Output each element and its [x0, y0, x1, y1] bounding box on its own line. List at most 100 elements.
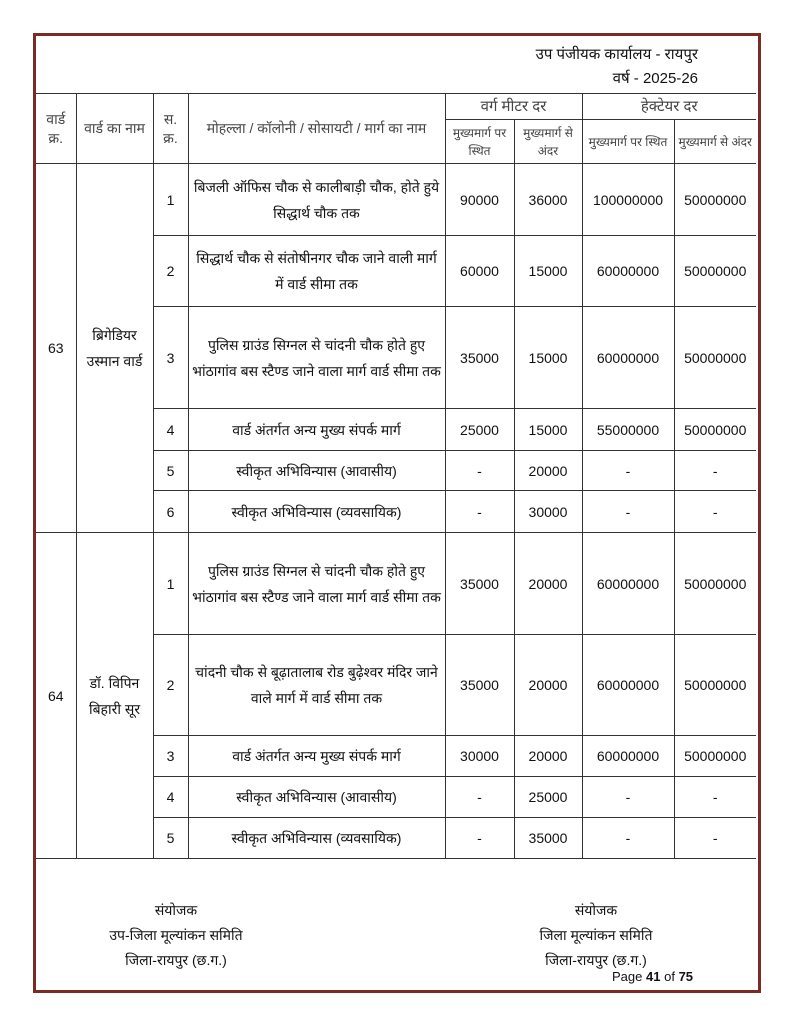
left-signatory-title: संयोजक [154, 902, 198, 918]
serial-number: 2 [152, 235, 189, 307]
col-ward-no: वार्ड क्र. [36, 93, 77, 164]
sqm-rate-on-main: 35000 [444, 306, 515, 409]
serial-number: 4 [152, 408, 189, 451]
col-group-sqm: वर्ग मीटर दर [444, 93, 583, 120]
sqm-rate-on-main: - [444, 450, 515, 491]
hectare-rate-inside: 50000000 [673, 163, 756, 236]
locality-name: चांदनी चौक से बूढ़ातालाब रोड बुढ़ेश्वर म… [187, 634, 446, 736]
sqm-rate-on-main: 25000 [444, 408, 515, 451]
serial-number: 1 [152, 532, 189, 635]
hectare-rate-on-main: - [581, 490, 675, 533]
sqm-rate-inside: 15000 [513, 306, 583, 409]
locality-name: बिजली ऑफिस चौक से कालीबाड़ी चौक, होते हु… [187, 163, 446, 236]
table-row: 5 स्वीकृत अभिविन्यास (व्यवसायिक) -35000- - [36, 817, 756, 859]
serial-number: 2 [152, 634, 189, 736]
locality-name: वार्ड अंतर्गत अन्य मुख्य संपर्क मार्ग [187, 735, 446, 777]
right-signatory-committee: जिला मूल्यांकन समिति [539, 927, 653, 943]
locality-name: पुलिस ग्राउंड सिग्नल से चांदनी चौक होते … [187, 532, 446, 635]
sqm-rate-inside: 20000 [513, 735, 583, 777]
locality-name: सिद्धार्थ चौक से संतोषीनगर चौक जाने वाली… [187, 235, 446, 307]
ward-number: 64 [36, 532, 77, 859]
col-ward-name: वार्ड का नाम [75, 93, 154, 164]
serial-number: 1 [152, 163, 189, 236]
locality-name: स्वीकृत अभिविन्यास (आवासीय) [187, 450, 446, 491]
locality-name: पुलिस ग्राउंड सिग्नल से चांदनी चौक होते … [187, 306, 446, 409]
hectare-rate-inside: - [673, 776, 756, 818]
hectare-rate-inside: - [673, 490, 756, 533]
table-row: 64 डॉ. विपिन बिहारी सूर 1 पुलिस ग्राउंड सिग… [36, 532, 756, 859]
sqm-rate-on-main: 30000 [444, 735, 515, 777]
serial-number: 6 [152, 490, 189, 533]
serial-number: 5 [152, 817, 189, 859]
sqm-rate-on-main: - [444, 490, 515, 533]
hectare-rate-inside: 50000000 [673, 634, 756, 736]
sqm-rate-inside: 25000 [513, 776, 583, 818]
col-locality: मोहल्ला / कॉलोनी / सोसायटी / मार्ग का ना… [187, 93, 446, 164]
col-sqm-on-main: मुख्यमार्ग पर स्थित [444, 119, 515, 164]
sqm-rate-inside: 15000 [513, 235, 583, 307]
hectare-rate-inside: 50000000 [673, 306, 756, 409]
hectare-rate-inside: 50000000 [673, 235, 756, 307]
left-signatory-committee: उप-जिला मूल्यांकन समिति [109, 927, 243, 943]
table-row: 2 चांदनी चौक से बूढ़ातालाब रोड बुढ़ेश्वर … [36, 634, 756, 736]
serial-number: 5 [152, 450, 189, 491]
sqm-rate-inside: 15000 [513, 408, 583, 451]
hectare-rate-inside: 50000000 [673, 735, 756, 777]
page-frame: उप पंजीयक कार्यालय - रायपुर वर्ष - 2025-… [33, 33, 761, 993]
ward-number: 63 [36, 163, 77, 533]
rate-table: वार्ड क्र. वार्ड का नाम स. क्र. मोहल्ला … [36, 93, 756, 859]
locality-name: स्वीकृत अभिविन्यास (व्यवसायिक) [187, 817, 446, 859]
hectare-rate-on-main: - [581, 817, 675, 859]
hectare-rate-inside: 50000000 [673, 408, 756, 451]
year-label: वर्ष - 2025-26 [612, 70, 698, 87]
sqm-rate-on-main: 90000 [444, 163, 515, 236]
ward-name: ब्रिगेडियर उस्मान वार्ड [75, 163, 154, 533]
hectare-rate-on-main: 55000000 [581, 408, 675, 451]
office-title: उप पंजीयक कार्यालय - रायपुर [535, 46, 698, 63]
hectare-rate-on-main: - [581, 450, 675, 491]
table-row: 5 स्वीकृत अभिविन्यास (आवासीय) -20000- - [36, 450, 756, 491]
table-row: 2 सिद्धार्थ चौक से संतोषीनगर चौक जाने वाल… [36, 235, 756, 307]
page-number: Page 41 of 75 [612, 969, 694, 984]
col-sqm-inside: मुख्यमार्ग से अंदर [513, 119, 583, 164]
right-signatory-title: संयोजक [574, 902, 618, 918]
table-row: 4 स्वीकृत अभिविन्यास (आवासीय) -25000- - [36, 776, 756, 818]
sqm-rate-inside: 20000 [513, 532, 583, 635]
sqm-rate-on-main: 35000 [444, 532, 515, 635]
hectare-rate-inside: 50000000 [673, 532, 756, 635]
sqm-rate-inside: 30000 [513, 490, 583, 533]
locality-name: वार्ड अंतर्गत अन्य मुख्य संपर्क मार्ग [187, 408, 446, 451]
hectare-rate-on-main: 60000000 [581, 735, 675, 777]
table-row: 63 ब्रिगेडियर उस्मान वार्ड 1 बिजली ऑफिस चौक… [36, 163, 756, 533]
col-group-hectare: हेक्टेयर दर [581, 93, 756, 120]
hectare-rate-on-main: 60000000 [581, 634, 675, 736]
table-row: 3 पुलिस ग्राउंड सिग्नल से चांदनी चौक होते… [36, 306, 756, 409]
right-signatory-district: जिला-रायपुर (छ.ग.) [545, 952, 647, 968]
left-signatory: संयोजक उप-जिला मूल्यांकन समिति जिला-रायप… [76, 898, 276, 973]
left-signatory-district: जिला-रायपुर (छ.ग.) [125, 952, 227, 968]
sqm-rate-on-main: - [444, 776, 515, 818]
sqm-rate-on-main: - [444, 817, 515, 859]
locality-name: स्वीकृत अभिविन्यास (आवासीय) [187, 776, 446, 818]
serial-number: 4 [152, 776, 189, 818]
serial-number: 3 [152, 735, 189, 777]
right-signatory: संयोजक जिला मूल्यांकन समिति जिला-रायपुर … [496, 898, 696, 973]
hectare-rate-on-main: 60000000 [581, 532, 675, 635]
hectare-rate-on-main: - [581, 776, 675, 818]
ward-name: डॉ. विपिन बिहारी सूर [75, 532, 154, 859]
sqm-rate-inside: 20000 [513, 450, 583, 491]
col-ha-inside: मुख्यमार्ग से अंदर [673, 119, 756, 164]
sqm-rate-on-main: 60000 [444, 235, 515, 307]
sqm-rate-on-main: 35000 [444, 634, 515, 736]
hectare-rate-inside: - [673, 450, 756, 491]
hectare-rate-on-main: 60000000 [581, 235, 675, 307]
sqm-rate-inside: 35000 [513, 817, 583, 859]
serial-number: 3 [152, 306, 189, 409]
hectare-rate-on-main: 100000000 [581, 163, 675, 236]
hectare-rate-inside: - [673, 817, 756, 859]
sqm-rate-inside: 36000 [513, 163, 583, 236]
hectare-rate-on-main: 60000000 [581, 306, 675, 409]
col-serial: स. क्र. [152, 93, 189, 164]
col-ha-on-main: मुख्यमार्ग पर स्थित [581, 119, 675, 164]
sqm-rate-inside: 20000 [513, 634, 583, 736]
